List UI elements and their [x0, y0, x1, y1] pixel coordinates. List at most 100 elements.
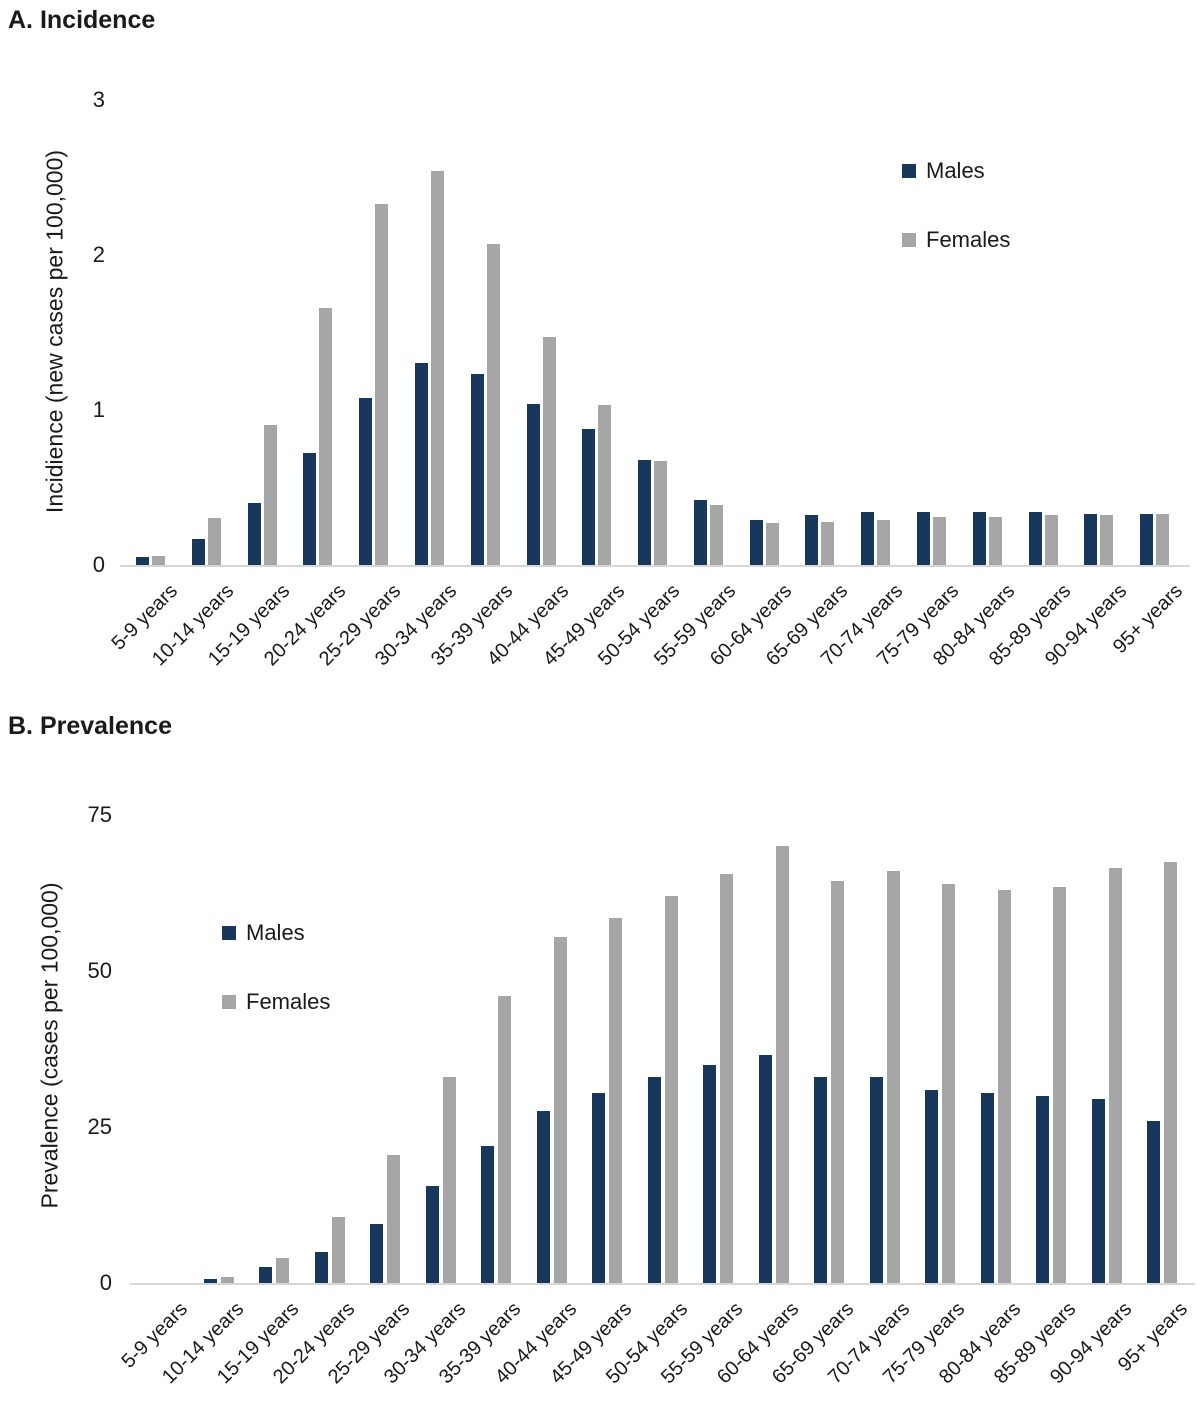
x-tick-label: 90-94 years	[1040, 580, 1131, 671]
bar-males-90-94-years	[1084, 514, 1097, 565]
bar-females-80-84-years	[998, 890, 1011, 1283]
bar-females-80-84-years	[989, 517, 1002, 565]
x-tick-label: 10-14 years	[157, 1298, 248, 1389]
x-tick-label: 90-94 years	[1045, 1298, 1137, 1389]
x-tick-label: 65-69 years	[768, 1298, 859, 1389]
bar-females-5-9-years	[152, 556, 165, 565]
panel-a-y-axis-label: Incidience (new cases per 100,000)	[41, 149, 68, 514]
legend-label-males: Males	[926, 158, 985, 183]
x-tick-label: 25-29 years	[315, 580, 406, 671]
x-tick-label: 95+ years	[1113, 1298, 1192, 1377]
x-tick-label: 35-39 years	[435, 1298, 526, 1389]
bar-males-85-89-years	[1029, 512, 1042, 565]
x-tick-label: 60-64 years	[705, 580, 797, 671]
legend-item-females: Females	[222, 989, 330, 1015]
bar-males-10-14-years	[204, 1279, 217, 1283]
bar-males-30-34-years	[426, 1186, 439, 1283]
legend-label-females: Females	[246, 989, 331, 1014]
bar-females-95-years	[1164, 862, 1177, 1283]
bar-males-15-19-years	[248, 503, 261, 565]
bar-males-75-79-years	[917, 512, 930, 565]
x-tick-label: 40-44 years	[490, 1298, 581, 1389]
bar-males-30-34-years	[415, 363, 428, 565]
x-tick-label: 35-39 years	[426, 580, 518, 671]
bar-females-10-14-years	[221, 1277, 234, 1283]
x-tick-label: 5-9 years	[107, 580, 183, 655]
legend-label-females: Females	[926, 227, 1011, 252]
x-tick-label: 20-24 years	[259, 580, 350, 671]
bar-females-70-74-years	[887, 871, 900, 1283]
bar-males-55-59-years	[694, 500, 707, 565]
x-tick-label: 20-24 years	[268, 1298, 359, 1389]
legend-item-females: Females	[902, 227, 1010, 253]
bar-males-35-39-years	[481, 1146, 494, 1283]
panel-a-legend: Males Females	[902, 158, 1010, 253]
bar-males-40-44-years	[527, 404, 540, 565]
x-tick-label: 80-84 years	[934, 1298, 1026, 1389]
bar-males-45-49-years	[582, 429, 595, 565]
x-tick-label: 40-44 years	[482, 580, 573, 671]
bar-males-5-9-years	[136, 557, 149, 565]
bar-males-70-74-years	[870, 1077, 883, 1283]
bar-females-55-59-years	[720, 874, 733, 1283]
x-tick-label: 70-74 years	[817, 580, 908, 671]
x-tick-label: 75-79 years	[879, 1298, 970, 1389]
bar-females-50-54-years	[665, 896, 678, 1283]
x-tick-label: 45-49 years	[546, 1298, 637, 1389]
x-tick-label: 75-79 years	[873, 580, 964, 671]
bar-females-10-14-years	[208, 518, 221, 565]
bar-females-30-34-years	[443, 1077, 456, 1283]
bar-females-65-69-years	[821, 522, 834, 565]
x-tick-label: 15-19 years	[213, 1298, 304, 1389]
bar-males-85-89-years	[1036, 1096, 1049, 1283]
x-tick-label: 50-54 years	[594, 580, 685, 671]
bar-males-65-69-years	[805, 515, 818, 565]
panel-b-title: B. Prevalence	[8, 712, 172, 740]
bar-males-50-54-years	[638, 460, 651, 565]
x-tick-label: 5-9 years	[117, 1298, 193, 1373]
x-tick-label: 70-74 years	[823, 1298, 915, 1389]
x-tick-label: 85-89 years	[990, 1298, 1081, 1389]
bar-females-85-89-years	[1053, 887, 1066, 1283]
bar-males-10-14-years	[192, 539, 205, 565]
bar-females-45-49-years	[598, 405, 611, 565]
x-axis-line	[130, 1283, 1195, 1285]
x-tick-label: 85-89 years	[984, 580, 1076, 671]
x-axis-line	[120, 565, 1190, 567]
panel-a-title: A. Incidence	[8, 6, 156, 34]
x-tick-label: 50-54 years	[601, 1298, 692, 1389]
bar-males-20-24-years	[315, 1252, 328, 1283]
bar-males-95-years	[1140, 514, 1153, 565]
bar-females-90-94-years	[1100, 515, 1113, 565]
bar-males-25-29-years	[359, 398, 372, 565]
bar-females-15-19-years	[276, 1258, 289, 1283]
x-tick-label: 10-14 years	[147, 580, 239, 671]
bar-females-95-years	[1156, 514, 1169, 565]
bar-males-90-94-years	[1092, 1099, 1105, 1283]
bar-females-35-39-years	[487, 244, 500, 565]
females-swatch-icon	[222, 995, 236, 1009]
bar-females-30-34-years	[431, 171, 444, 565]
bar-males-15-19-years	[259, 1267, 272, 1283]
males-swatch-icon	[222, 926, 236, 940]
x-tick-label: 55-59 years	[657, 1298, 748, 1389]
bar-females-35-39-years	[498, 996, 511, 1283]
bar-males-95-years	[1147, 1121, 1160, 1283]
panel-b-y-axis-label: Prevalence (cases per 100,000)	[36, 882, 63, 1209]
bar-females-85-89-years	[1045, 515, 1058, 565]
bar-females-90-94-years	[1109, 868, 1122, 1283]
bar-females-20-24-years	[332, 1217, 345, 1283]
x-tick-label: 30-34 years	[371, 580, 462, 671]
x-tick-label: 30-34 years	[379, 1298, 470, 1389]
x-tick-label: 45-49 years	[538, 580, 629, 671]
bar-males-55-59-years	[703, 1065, 716, 1283]
males-swatch-icon	[902, 164, 916, 178]
panel-b-legend: Males Females	[222, 920, 330, 1015]
bar-males-70-74-years	[861, 512, 874, 565]
x-tick-label: 65-69 years	[761, 580, 852, 671]
bar-females-75-79-years	[933, 517, 946, 565]
females-swatch-icon	[902, 233, 916, 247]
